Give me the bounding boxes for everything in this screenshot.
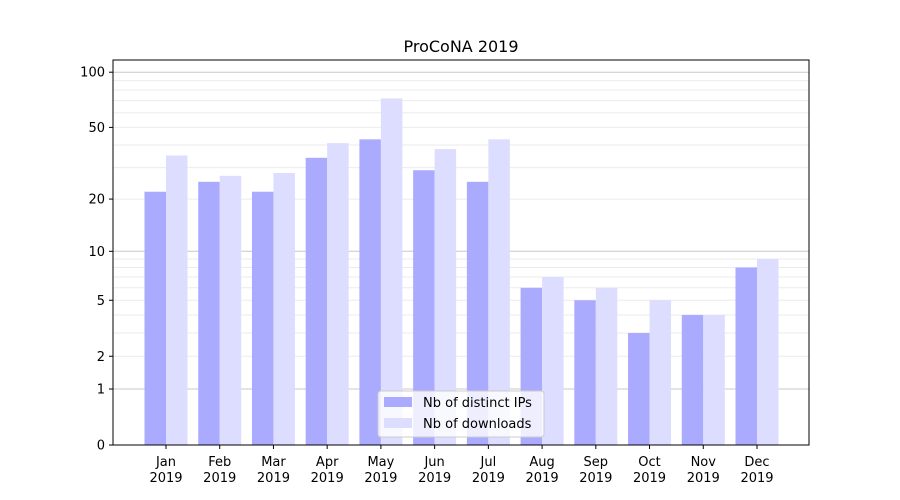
- bar-ips: [413, 170, 435, 446]
- y-tick-label: 5: [97, 294, 105, 309]
- y-tick-label: 1: [97, 383, 105, 398]
- bar-ips: [305, 157, 328, 445]
- legend: Nb of distinct IPs Nb of downloads: [377, 390, 545, 438]
- x-tick-label: Sep 2019: [579, 455, 612, 486]
- bar-downloads: [327, 143, 349, 446]
- bar-downloads: [166, 155, 188, 445]
- bar-ips: [466, 181, 489, 446]
- bar-downloads: [649, 300, 672, 445]
- x-tick-label: Jun 2019: [418, 455, 451, 486]
- bar-downloads: [434, 149, 457, 445]
- x-tick-label: Mar 2019: [257, 455, 290, 486]
- bar-ips: [359, 139, 381, 445]
- bar-ips: [251, 191, 274, 445]
- legend-swatch: [384, 418, 412, 428]
- x-tick-label: May 2019: [364, 455, 397, 486]
- legend-swatch: [384, 397, 412, 407]
- x-tick-label: Oct 2019: [633, 455, 666, 486]
- legend-label: Nb of distinct IPs: [423, 396, 532, 411]
- y-tick-label: 0: [97, 439, 105, 454]
- legend-label: Nb of downloads: [423, 417, 532, 432]
- x-tick-label: Dec 2019: [740, 455, 773, 486]
- plot-frame: [112, 59, 810, 446]
- legend-box: [377, 390, 545, 438]
- bar-ips: [628, 333, 650, 445]
- bar-downloads: [219, 175, 242, 445]
- x-tick-label: Aug 2019: [526, 455, 559, 486]
- bar-downloads: [757, 259, 779, 445]
- bar-downloads: [595, 287, 618, 445]
- bar-downloads: [542, 277, 564, 445]
- bar-downloads: [488, 139, 510, 445]
- x-tick-label: Apr 2019: [311, 455, 344, 486]
- bar-ips: [681, 314, 704, 445]
- x-tick-label: Jan 2019: [149, 455, 182, 486]
- y-tick-label: 10: [88, 245, 105, 260]
- bar-ips: [735, 267, 757, 445]
- bar-ips: [198, 181, 220, 446]
- chart-title: ProCoNA 2019: [403, 37, 518, 56]
- y-tick-label: 50: [88, 121, 105, 136]
- bar-ips: [574, 300, 596, 445]
- y-tick-label: 20: [88, 193, 105, 208]
- bar-ips: [144, 191, 166, 445]
- bar-downloads: [703, 314, 725, 445]
- y-tick-label: 100: [80, 66, 105, 81]
- y-tick-label: 2: [97, 350, 105, 365]
- x-tick-label: Nov 2019: [687, 455, 720, 486]
- x-tick-label: Jul 2019: [472, 455, 505, 486]
- bar-downloads: [273, 172, 295, 446]
- x-tick-label: Feb 2019: [203, 455, 236, 486]
- bar-downloads: [380, 98, 403, 446]
